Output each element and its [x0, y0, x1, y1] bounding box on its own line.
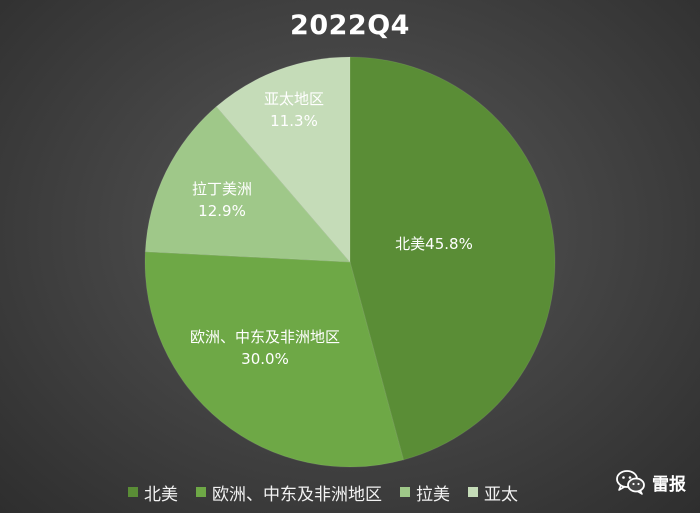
pie-slice-apac — [215, 56, 351, 264]
slice-label-north-america: 北美45.8% — [395, 235, 473, 253]
chart-title: 2022Q4 — [290, 10, 410, 41]
legend-swatch — [128, 487, 138, 497]
legend-item-emea: 欧洲、中东及非洲地区 — [196, 480, 382, 505]
slice-label-emea: 30.0% — [241, 350, 289, 368]
legend-item-apac: 亚太 — [468, 480, 518, 505]
watermark-text: 雷报 — [652, 474, 686, 495]
wechat-icon — [616, 470, 645, 495]
legend-label: 欧洲、中东及非洲地区 — [212, 484, 382, 505]
slice-label-emea: 欧洲、中东及非洲地区 — [190, 328, 340, 346]
pie-slice-latam — [144, 105, 352, 263]
legend-swatch — [400, 487, 410, 497]
legend-label: 亚太 — [484, 484, 518, 505]
pie-slice-emea — [144, 251, 405, 468]
legend-swatch — [196, 487, 206, 497]
legend-item-latam: 拉美 — [400, 480, 450, 505]
legend-item-north-america: 北美 — [128, 480, 178, 505]
legend-label: 北美 — [144, 484, 178, 505]
slice-label-latam: 拉丁美洲 — [192, 180, 252, 198]
pie-slice-north-america — [349, 56, 556, 461]
legend-swatch — [468, 487, 478, 497]
slice-label-apac: 11.3% — [270, 112, 318, 130]
slice-label-apac: 亚太地区 — [264, 90, 324, 108]
legend: 北美 欧洲、中东及非洲地区 拉美 亚太 — [128, 480, 518, 505]
watermark: 雷报 — [616, 469, 686, 495]
legend-label: 拉美 — [416, 484, 450, 505]
slice-label-latam: 12.9% — [198, 202, 246, 220]
